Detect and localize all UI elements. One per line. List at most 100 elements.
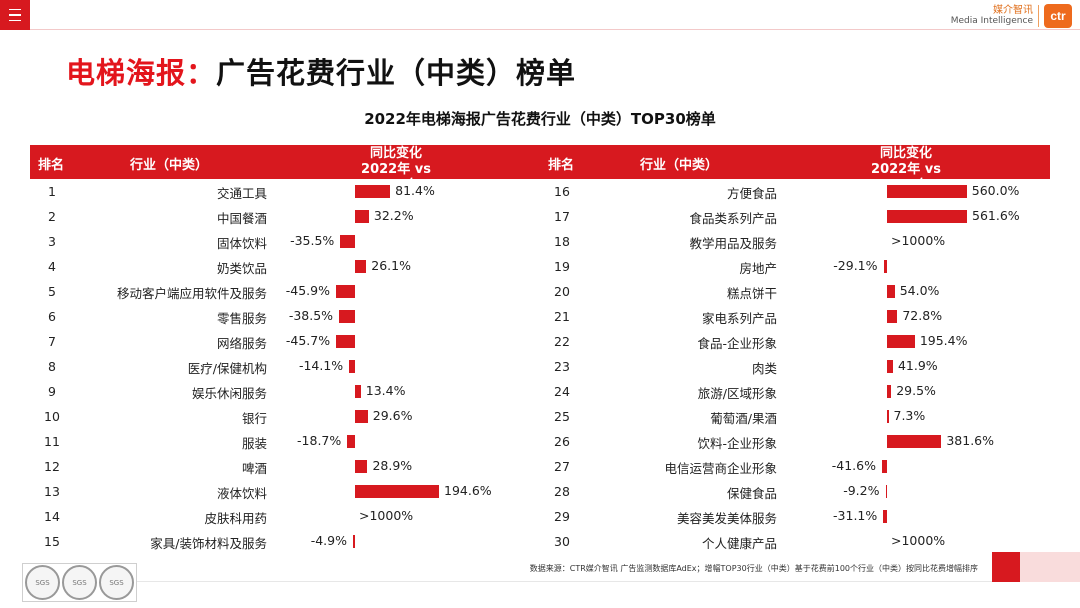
rank-cell: 12	[44, 459, 60, 474]
rank-cell: 5	[48, 284, 56, 299]
table-row: 7 网络服务 -45.7%	[30, 329, 540, 354]
change-bar	[887, 335, 915, 348]
certification-badges: SGS SGS SGS	[22, 563, 137, 602]
header-industry: 行业（中类）	[640, 158, 719, 173]
table-row: 3 固体饮料 -35.5%	[30, 229, 540, 254]
ranking-table-left: 排名 行业（中类） 同比变化 2022年 vs 2021年 1 交通工具 81.4%…	[30, 145, 540, 554]
industry-cell: 肉类	[751, 361, 777, 376]
change-value: -31.1%	[833, 508, 878, 523]
industry-cell: 奶类饮品	[216, 261, 267, 276]
industry-cell: 固体饮料	[216, 236, 267, 251]
change-bar	[355, 460, 368, 473]
rank-cell: 29	[554, 509, 570, 524]
industry-cell: 啤酒	[241, 461, 267, 476]
change-value: -45.7%	[285, 333, 331, 348]
rank-cell: 6	[48, 309, 56, 324]
rank-cell: 11	[44, 434, 60, 449]
change-value: 41.9%	[897, 358, 938, 373]
change-bar	[355, 385, 361, 398]
change-bar	[887, 410, 889, 423]
industry-cell: 旅游/区域形象	[697, 386, 777, 401]
industry-cell: 家具/装饰材料及服务	[150, 536, 267, 551]
industry-cell: 食品类系列产品	[689, 211, 777, 226]
industry-cell: 网络服务	[216, 336, 267, 351]
table-row: 4 奶类饮品 26.1%	[30, 254, 540, 279]
rank-cell: 15	[44, 534, 60, 549]
industry-cell: 中国餐酒	[216, 211, 267, 226]
rank-cell: 13	[44, 484, 60, 499]
table-row: 18 教学用品及服务 >1000%	[540, 229, 1050, 254]
change-value: >1000%	[891, 533, 946, 548]
rank-cell: 2	[48, 209, 56, 224]
rank-cell: 3	[48, 234, 56, 249]
change-bar	[336, 335, 355, 348]
industry-cell: 液体饮料	[216, 486, 267, 501]
industry-cell: 银行	[241, 411, 267, 426]
page-title: 电梯海报：广告花费行业（中类）榜单	[66, 50, 576, 92]
change-bar	[883, 510, 887, 523]
rank-cell: 19	[554, 259, 570, 274]
table-row: 27 电信运营商企业形象 -41.6%	[540, 454, 1050, 479]
industry-cell: 电信运营商企业形象	[664, 461, 777, 476]
change-bar	[355, 185, 391, 198]
change-value: >1000%	[359, 508, 414, 523]
ctr-mark-icon: ctr	[1044, 4, 1072, 28]
ctr-logo: 媒介智讯 Media Intelligence ctr	[951, 4, 1072, 28]
change-value: 561.6%	[972, 208, 1020, 223]
page-title-prefix: 电梯海报：	[66, 56, 217, 90]
rank-cell: 4	[48, 259, 56, 274]
rank-cell: 17	[554, 209, 570, 224]
change-value: -41.6%	[831, 458, 876, 473]
industry-cell: 移动客户端应用软件及服务	[116, 286, 267, 301]
table-row: 21 家电系列产品 72.8%	[540, 304, 1050, 329]
industry-cell: 零售服务	[216, 311, 267, 326]
sgs-badge-icon: SGS	[25, 565, 60, 600]
table-row: 25 葡萄酒/果酒 7.3%	[540, 404, 1050, 429]
change-bar	[347, 435, 355, 448]
hamburger-icon	[9, 7, 21, 24]
change-bar	[883, 260, 887, 273]
change-value: 13.4%	[365, 383, 406, 398]
rank-cell: 20	[554, 284, 570, 299]
industry-cell: 交通工具	[216, 186, 267, 201]
header-industry: 行业（中类）	[130, 158, 209, 173]
table-row: 28 保健食品 -9.2%	[540, 479, 1050, 504]
change-value: 28.9%	[372, 458, 413, 473]
rank-cell: 7	[48, 334, 56, 349]
rank-cell: 27	[554, 459, 570, 474]
table-row: 5 移动客户端应用软件及服务 -45.9%	[30, 279, 540, 304]
table-row: 1 交通工具 81.4%	[30, 179, 540, 204]
change-bar	[336, 285, 355, 298]
rank-cell: 26	[554, 434, 570, 449]
change-value: 54.0%	[899, 283, 940, 298]
menu-button[interactable]	[0, 0, 30, 30]
change-value: -18.7%	[297, 433, 342, 448]
logo-english-name: Media Intelligence	[950, 16, 1033, 26]
rank-cell: 10	[44, 409, 60, 424]
change-value: 81.4%	[395, 183, 435, 198]
table-row: 13 液体饮料 194.6%	[30, 479, 540, 504]
industry-cell: 娱乐休闲服务	[191, 386, 267, 401]
ranking-table-right: 排名 行业（中类） 同比变化 2022年 vs 2021年 16 方便食品 560.…	[540, 145, 1050, 554]
table-row: 19 房地产 -29.1%	[540, 254, 1050, 279]
table-row: 14 皮肤科用药 >1000%	[30, 504, 540, 529]
header-rank: 排名	[38, 158, 65, 173]
change-value: 195.4%	[919, 333, 968, 348]
sgs-badge-icon: SGS	[62, 565, 97, 600]
page-title-main: 广告花费行业（中类）榜单	[216, 56, 577, 90]
change-value: -29.1%	[833, 258, 878, 273]
table-row: 30 个人健康产品 >1000%	[540, 529, 1050, 554]
rank-cell: 21	[554, 309, 570, 324]
change-bar	[355, 210, 369, 223]
rank-cell: 25	[554, 409, 570, 424]
change-bar	[340, 235, 355, 248]
header-change-line1: 同比变化	[879, 146, 932, 161]
change-value: -35.5%	[290, 233, 335, 248]
industry-cell: 美容美发美体服务	[676, 511, 777, 526]
change-value: 381.6%	[946, 433, 995, 448]
change-value: -14.1%	[298, 358, 344, 373]
change-bar	[352, 535, 355, 548]
table-header: 排名 行业（中类） 同比变化 2022年 vs 2021年	[540, 145, 1050, 193]
rank-cell: 1	[48, 184, 56, 199]
industry-cell: 个人健康产品	[701, 536, 777, 551]
